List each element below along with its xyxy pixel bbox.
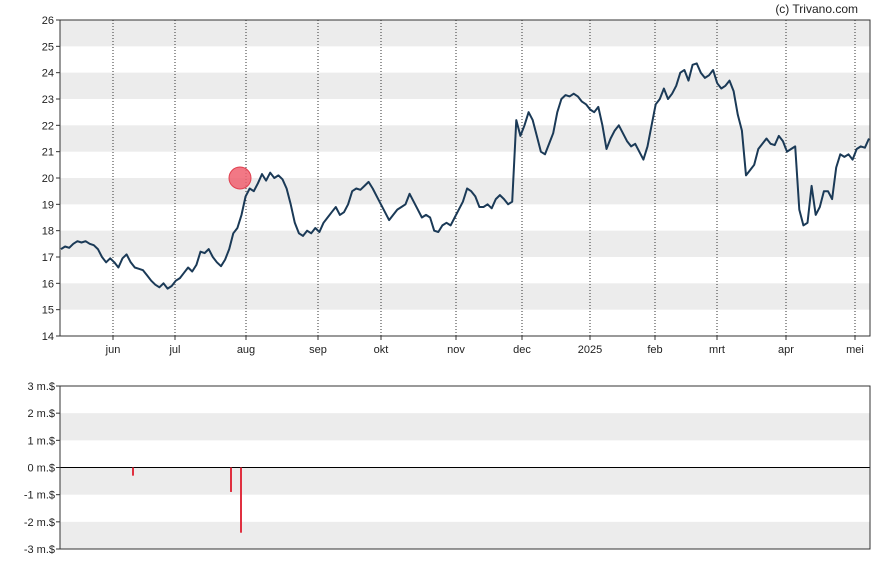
- volume-panel: -3 m.$ -2 m.$ -1 m.$ 0 m.$ 1 m.$ 2 m.$ 3 m.$: [24, 381, 871, 556]
- price-band: [60, 283, 870, 310]
- price-series-line: [60, 62, 870, 290]
- y-tick-label: 21: [42, 147, 54, 159]
- x-tick-label: mrt: [709, 344, 725, 356]
- x-tick-label: mei: [846, 344, 864, 356]
- y-tick-label: 17: [42, 252, 54, 264]
- highlight-marker: [228, 166, 252, 190]
- x-tick-label: apr: [778, 344, 794, 356]
- x-tick-label: aug: [237, 344, 255, 356]
- y-tick-label: 15: [42, 305, 54, 317]
- volume-band: [60, 413, 870, 441]
- x-tick-label: jul: [168, 344, 180, 356]
- price-band: [60, 20, 870, 47]
- volume-y-tick-label: 0 m.$: [27, 463, 55, 475]
- x-tick-label: nov: [447, 344, 465, 356]
- volume-y-tick-label: 3 m.$: [27, 381, 55, 393]
- volume-y-tick-label: -3 m.$: [24, 544, 55, 556]
- volume-y-tick-label: -1 m.$: [24, 490, 55, 502]
- y-tick-label: 19: [42, 199, 54, 211]
- volume-y-tick-label: 2 m.$: [27, 408, 55, 420]
- y-tick-label: 26: [42, 15, 54, 27]
- price-band: [60, 72, 870, 99]
- price-panel: 14 15 16 17 18 19 20 21 22 23 24 25 26 jun jul aug sep ok…: [42, 15, 871, 356]
- y-tick-label: 22: [42, 120, 54, 132]
- x-tick-label: jun: [105, 344, 121, 356]
- y-tick-label: 24: [42, 68, 54, 80]
- y-tick-label: 20: [42, 173, 54, 185]
- y-tick-label: 18: [42, 226, 54, 238]
- volume-bar: [230, 467, 232, 492]
- y-tick-label: 14: [42, 331, 54, 343]
- volume-bar: [240, 467, 242, 533]
- x-tick-label: 2025: [578, 344, 602, 356]
- volume-band: [60, 467, 870, 495]
- volume-band: [60, 521, 870, 549]
- x-tick-label: feb: [647, 344, 662, 356]
- volume-bar: [132, 467, 134, 476]
- y-tick-label: 16: [42, 278, 54, 290]
- price-band: [60, 178, 870, 205]
- y-tick-label: 23: [42, 94, 54, 106]
- copyright-label: (c) Trivano.com: [775, 2, 858, 16]
- volume-y-tick-label: 1 m.$: [27, 435, 55, 447]
- price-band: [60, 230, 870, 257]
- price-band: [60, 125, 870, 152]
- volume-y-tick-label: -2 m.$: [24, 517, 55, 529]
- x-tick-label: dec: [513, 344, 531, 356]
- x-tick-label: sep: [309, 344, 327, 356]
- x-tick-label: okt: [374, 344, 389, 356]
- y-tick-label: 25: [42, 41, 54, 53]
